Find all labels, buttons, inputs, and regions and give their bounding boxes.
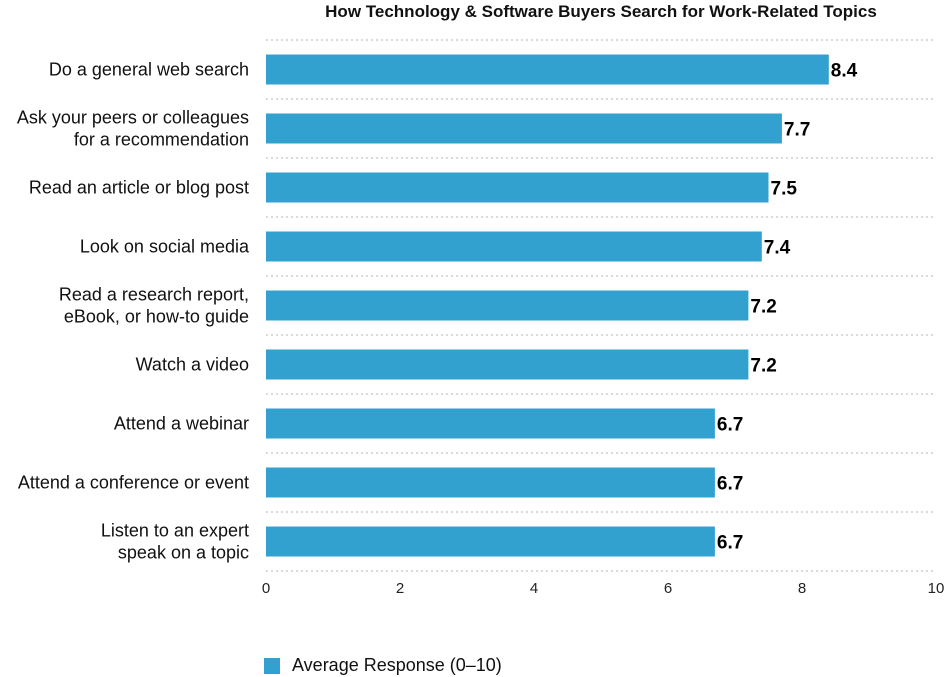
category-label-line: Ask your peers or colleagues [17, 108, 249, 128]
grid-lines [266, 39, 936, 572]
x-tick-label: 2 [396, 580, 404, 597]
bar [266, 349, 749, 380]
bars [266, 54, 829, 557]
legend-label: Average Response (0–10) [292, 655, 502, 675]
x-tick-label: 8 [798, 580, 806, 597]
value-label: 7.2 [750, 356, 776, 377]
category-label: Do a general web search [49, 60, 249, 80]
value-label: 7.4 [764, 238, 791, 259]
value-label: 7.2 [750, 297, 776, 318]
category-label: Listen to an expert speak on a topic [101, 521, 249, 563]
category-label: Attend a webinar [114, 414, 249, 434]
bar [266, 290, 749, 321]
category-label-line: Attend a webinar [114, 414, 249, 434]
bar-chart: Do a general web search Ask your peers or… [17, 39, 945, 597]
value-label: 8.4 [831, 61, 858, 82]
x-tick-label: 10 [928, 580, 945, 597]
category-label-line: speak on a topic [118, 543, 249, 563]
chart-title: How Technology & Software Buyers Search … [325, 2, 877, 21]
legend: Average Response (0–10) [264, 655, 502, 676]
value-label: 6.7 [717, 415, 743, 436]
value-label: 7.7 [784, 120, 810, 141]
category-label-line: Do a general web search [49, 60, 249, 80]
x-tick-label: 4 [530, 580, 538, 597]
x-tick-label: 0 [262, 580, 270, 597]
category-label-line: for a recommendation [74, 130, 249, 150]
category-label-line: Look on social media [80, 237, 250, 257]
category-label-line: Read a research report, [59, 285, 249, 305]
bar [266, 113, 782, 144]
bar [266, 172, 769, 203]
category-label: Ask your peers or colleagues for a recomm… [17, 108, 249, 150]
value-label: 6.7 [717, 533, 743, 554]
category-label-line: Listen to an expert [101, 521, 249, 541]
bar [266, 467, 715, 498]
x-tick-label: 6 [664, 580, 672, 597]
bar [266, 231, 762, 262]
value-label: 6.7 [717, 474, 743, 495]
category-label: Watch a video [136, 355, 249, 375]
category-label: Look on social media [80, 237, 250, 257]
x-axis-ticks: 0 2 4 6 8 10 [262, 580, 945, 597]
bar [266, 54, 829, 85]
category-label-line: Attend a conference or event [18, 473, 249, 493]
category-labels: Do a general web search Ask your peers or… [17, 60, 250, 563]
value-label: 7.5 [771, 179, 798, 200]
category-label: Read an article or blog post [29, 178, 249, 198]
category-label: Attend a conference or event [18, 473, 249, 493]
bar [266, 526, 715, 557]
value-labels: 8.4 7.7 7.5 7.4 7.2 7.2 6.7 6.7 6.7 [717, 61, 858, 554]
category-label: Read a research report, eBook, or how-to … [59, 285, 249, 327]
category-label-line: eBook, or how-to guide [64, 307, 249, 327]
category-label-line: Read an article or blog post [29, 178, 249, 198]
category-label-line: Watch a video [136, 355, 249, 375]
legend-swatch [264, 657, 280, 674]
bar [266, 408, 715, 439]
